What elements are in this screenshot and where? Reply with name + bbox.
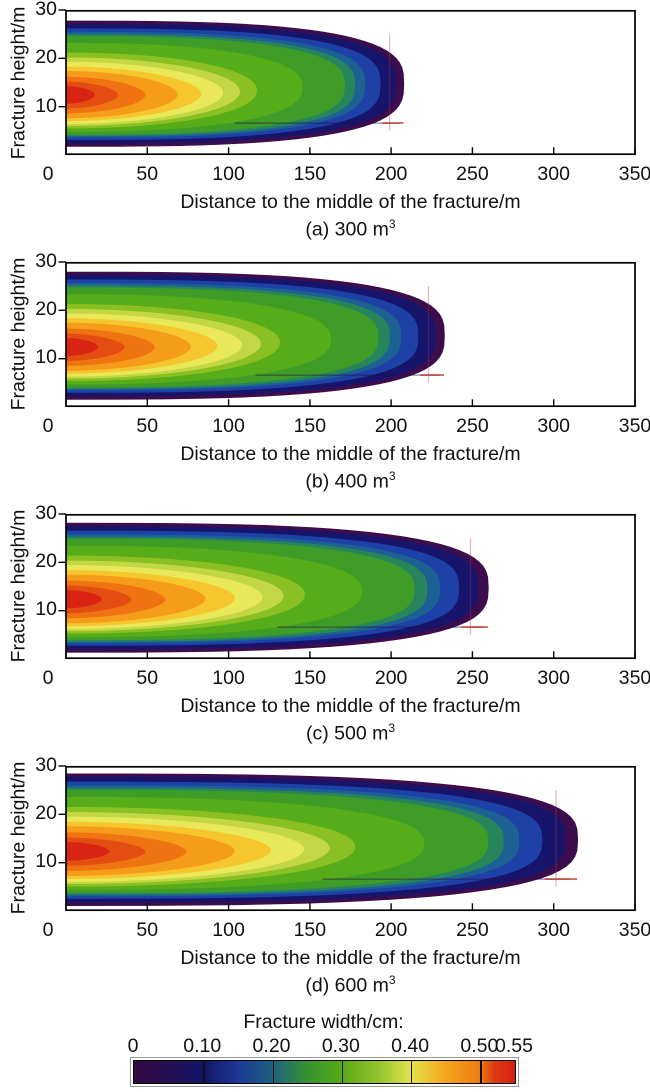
contour-band-0.54cm bbox=[66, 85, 95, 104]
fracture-contour-plot-d bbox=[58, 764, 636, 911]
colorbar-tick-label: 0.10 bbox=[183, 1035, 222, 1057]
x-tick-label: 200 bbox=[374, 163, 408, 185]
colorbar-divider bbox=[272, 1061, 274, 1083]
x-tick-label: 250 bbox=[456, 666, 489, 689]
y-tick-label: 10 bbox=[35, 598, 57, 621]
x-tick-label: 200 bbox=[374, 918, 408, 941]
y-tick-label: 20 bbox=[35, 298, 57, 321]
x-tick-label: 0 bbox=[42, 666, 54, 689]
y-tick-label: 10 bbox=[35, 346, 57, 369]
x-tick-label: 350 bbox=[618, 666, 650, 689]
x-tick-label: 100 bbox=[212, 918, 245, 941]
subplot-caption-c: (c) 500 m3 bbox=[66, 721, 635, 746]
colorbar-divider bbox=[341, 1061, 344, 1083]
y-axis-label: Fracture height/m bbox=[7, 761, 30, 915]
contour-band-0.54cm bbox=[66, 589, 102, 609]
y-tick-label: 10 bbox=[35, 850, 57, 873]
x-tick-label: 150 bbox=[293, 666, 327, 689]
x-tick-label: 100 bbox=[212, 163, 245, 185]
x-tick-label: 50 bbox=[136, 918, 159, 941]
x-tick-label: 150 bbox=[293, 163, 327, 185]
x-tick-label: 250 bbox=[456, 163, 489, 185]
x-tick-label: 200 bbox=[374, 666, 408, 689]
colorbar-tick-label: 0.55 bbox=[495, 1035, 533, 1057]
x-tick-label: 150 bbox=[293, 414, 327, 437]
colorbar-divider bbox=[411, 1061, 413, 1083]
x-tick-label: 300 bbox=[537, 163, 570, 185]
y-axis-label: Fracture height/m bbox=[7, 6, 30, 159]
plot-frame bbox=[65, 9, 636, 156]
x-tick-label: 250 bbox=[456, 918, 489, 941]
y-tick-label: 30 bbox=[35, 249, 57, 272]
fracture-contour-plot-b bbox=[58, 261, 636, 407]
plot-frame bbox=[65, 261, 636, 407]
x-tick-label: 350 bbox=[618, 163, 650, 185]
colorbar-title: Fracture width/cm: bbox=[243, 1011, 404, 1033]
x-tick-label: 200 bbox=[374, 414, 408, 437]
colorbar-divider bbox=[480, 1061, 482, 1083]
colorbar-tick-label: 0.40 bbox=[391, 1035, 430, 1057]
contour-band-0.54cm bbox=[66, 337, 99, 356]
x-tick-label: 50 bbox=[136, 163, 159, 185]
x-axis-label: Distance to the middle of the fracture/m bbox=[180, 694, 521, 717]
colorbar-gradient bbox=[130, 1057, 519, 1087]
y-tick-label: 20 bbox=[35, 550, 57, 573]
plot-frame bbox=[65, 765, 636, 911]
x-axis-label: Distance to the middle of the fracture/m bbox=[180, 946, 521, 969]
plot-frame bbox=[65, 513, 636, 659]
fracture-contour-plot-a bbox=[58, 9, 636, 156]
x-axis-label: Distance to the middle of the fracture/m bbox=[180, 191, 521, 213]
subplot-caption-a: (a) 300 m3 bbox=[66, 217, 635, 242]
contour-band-0.54cm bbox=[66, 841, 110, 861]
colorbar-divider bbox=[203, 1061, 205, 1083]
colorbar-tick-label: 0.50 bbox=[460, 1035, 499, 1057]
x-tick-label: 250 bbox=[456, 414, 489, 437]
y-tick-label: 30 bbox=[35, 501, 57, 524]
x-tick-label: 300 bbox=[537, 414, 570, 437]
subplot-caption-b: (b) 400 m3 bbox=[66, 469, 635, 494]
y-tick-label: 30 bbox=[35, 753, 57, 776]
fracture-contour-plot-c bbox=[58, 512, 636, 659]
x-tick-label: 150 bbox=[293, 918, 327, 941]
x-tick-label: 50 bbox=[136, 666, 159, 689]
caption-superscript: 3 bbox=[388, 468, 396, 483]
caption-text: (c) 500 m bbox=[305, 722, 389, 745]
x-tick-label: 0 bbox=[42, 414, 54, 437]
x-tick-label: 350 bbox=[618, 414, 650, 437]
caption-superscript: 3 bbox=[388, 972, 396, 987]
caption-superscript: 3 bbox=[388, 720, 396, 735]
x-axis-label: Distance to the middle of the fracture/m bbox=[180, 442, 521, 465]
colorbar-tick-label: 0.20 bbox=[252, 1035, 291, 1057]
caption-text: (a) 300 m bbox=[305, 218, 389, 241]
x-tick-label: 50 bbox=[136, 414, 159, 437]
subplot-caption-d: (d) 600 m3 bbox=[66, 973, 635, 998]
caption-text: (b) 400 m bbox=[305, 470, 389, 493]
x-tick-label: 100 bbox=[212, 414, 245, 437]
y-axis-label: Fracture height/m bbox=[7, 509, 30, 663]
y-axis-label: Fracture height/m bbox=[7, 257, 30, 411]
y-tick-label: 20 bbox=[35, 46, 57, 69]
colorbar-tick-label: 0 bbox=[127, 1035, 139, 1057]
x-tick-label: 0 bbox=[42, 163, 54, 185]
x-tick-label: 300 bbox=[537, 666, 570, 689]
caption-text: (d) 600 m bbox=[305, 974, 389, 996]
colorbar-tick-label: 0.30 bbox=[321, 1035, 360, 1057]
caption-superscript: 3 bbox=[388, 217, 396, 231]
x-tick-label: 300 bbox=[537, 918, 570, 941]
y-tick-label: 30 bbox=[35, 0, 57, 21]
x-tick-label: 350 bbox=[618, 918, 650, 941]
y-tick-label: 20 bbox=[35, 801, 57, 824]
y-tick-label: 10 bbox=[35, 94, 57, 117]
x-tick-label: 100 bbox=[212, 666, 245, 689]
x-tick-label: 0 bbox=[42, 918, 54, 941]
